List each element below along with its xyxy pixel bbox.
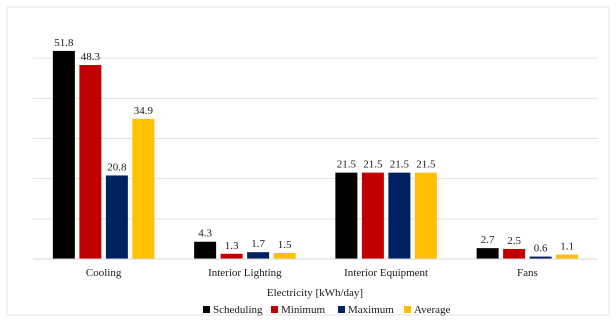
category-label: Interior Lighting <box>208 267 282 279</box>
bar-minimum-2 <box>361 172 384 259</box>
data-label: 2.7 <box>481 234 495 246</box>
data-label: 21.5 <box>363 159 383 171</box>
bar-average-1 <box>273 252 296 259</box>
data-label: 4.3 <box>198 228 212 240</box>
legend-swatch <box>404 306 411 313</box>
data-label: 1.7 <box>251 238 265 250</box>
x-axis-title: Electricity [kWh/day] <box>267 287 363 299</box>
data-label: 48.3 <box>81 51 101 63</box>
chart-frame <box>6 6 610 316</box>
category-axis: Cooling Interior Lighting Interior Equipme… <box>86 267 538 279</box>
bar-minimum-1 <box>220 253 243 259</box>
bar-scheduling-1 <box>194 241 217 259</box>
data-label: 1.5 <box>278 239 292 251</box>
bar-maximum-2 <box>388 172 411 259</box>
bar-minimum-0 <box>79 64 102 260</box>
bar-maximum-1 <box>247 252 270 259</box>
bar-average-2 <box>414 172 437 259</box>
legend: Scheduling Minimum Maximum Average <box>203 304 451 316</box>
data-label: 20.8 <box>107 161 127 173</box>
legend-swatch <box>203 306 210 313</box>
bar-maximum-3 <box>529 256 552 259</box>
data-label: 1.1 <box>560 241 574 253</box>
bar-scheduling-3 <box>476 248 499 259</box>
bar-scheduling-2 <box>335 172 358 259</box>
data-label: 51.8 <box>54 37 74 49</box>
bar-series <box>52 50 579 260</box>
data-label: 21.5 <box>337 159 357 171</box>
bar-average-3 <box>556 254 579 259</box>
legend-label: Minimum <box>281 304 325 316</box>
data-label: 21.5 <box>390 159 410 171</box>
bar-maximum-0 <box>105 175 128 259</box>
category-label: Cooling <box>86 267 122 279</box>
data-label: 21.5 <box>416 159 436 171</box>
data-labels: 51.8 48.3 20.8 34.9 4.3 1.3 1.7 1.5 21.5 21.5 21.5… <box>54 37 574 255</box>
bar-minimum-3 <box>503 248 526 259</box>
legend-swatch <box>338 306 345 313</box>
data-label: 34.9 <box>134 105 154 117</box>
data-label: 1.3 <box>225 240 239 252</box>
bar-scheduling-0 <box>52 50 75 259</box>
data-label: 0.6 <box>534 243 548 255</box>
data-label: 2.5 <box>507 235 521 247</box>
category-label: Fans <box>517 267 538 279</box>
legend-swatch <box>271 306 278 313</box>
bar-average-0 <box>132 118 155 260</box>
legend-label: Average <box>414 304 451 316</box>
legend-label: Scheduling <box>213 304 263 316</box>
category-label: Interior Equipment <box>344 267 428 279</box>
legend-label: Maximum <box>348 304 394 316</box>
